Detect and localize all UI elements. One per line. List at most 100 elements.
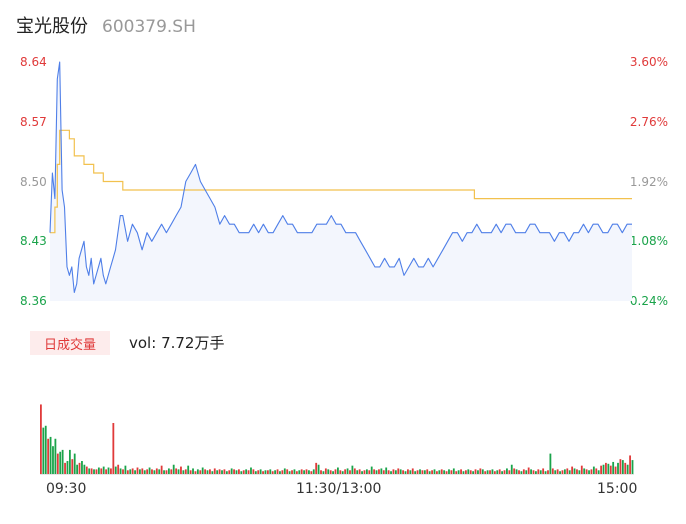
volume-bar <box>578 470 581 474</box>
volume-bar <box>551 468 554 474</box>
volume-bar <box>585 469 588 474</box>
volume-bar <box>221 470 223 474</box>
volume-bar <box>305 469 308 474</box>
volume-bar <box>532 470 535 474</box>
volume-bar <box>303 470 306 474</box>
volume-bar <box>218 469 221 474</box>
volume-bar <box>612 461 615 474</box>
volume-bar <box>129 469 132 474</box>
volume-bar <box>211 471 214 474</box>
volume-bar <box>549 453 552 474</box>
volume-bar <box>291 470 293 474</box>
volume-bar <box>199 470 202 474</box>
volume-bar <box>380 468 383 474</box>
volume-bar <box>607 463 610 474</box>
volume-bar <box>508 470 511 474</box>
volume-bar <box>194 471 197 474</box>
volume-bar <box>583 468 586 474</box>
volume-bar <box>320 470 322 474</box>
volume-bar <box>143 470 146 474</box>
volume-bar <box>392 469 395 474</box>
volume-bar <box>571 466 574 474</box>
volume-bar <box>351 465 354 474</box>
volume-bar <box>315 462 318 474</box>
volume-bar <box>445 471 448 474</box>
volume-bar <box>600 465 603 474</box>
volume-bar <box>42 427 45 474</box>
volume-bar <box>421 470 424 474</box>
volume-bar <box>588 470 590 474</box>
volume-bar <box>332 471 334 474</box>
volume-bar <box>269 469 272 474</box>
volume-bar <box>460 469 462 474</box>
volume-bar <box>537 469 540 474</box>
volume-tab[interactable]: 日成交量 <box>30 331 110 355</box>
volume-bar <box>609 465 612 474</box>
volume-bar <box>419 469 421 474</box>
volume-bar <box>172 464 175 474</box>
volume-bar <box>373 469 376 474</box>
volume-bar <box>141 468 144 474</box>
volume-bar <box>337 467 339 474</box>
volume-bar <box>597 470 600 474</box>
volume-bar <box>300 469 303 474</box>
volume-bar <box>457 470 460 474</box>
volume-bar <box>518 470 520 474</box>
volume-bar <box>375 470 378 474</box>
x-tick-open: 09:30 <box>46 481 87 497</box>
volume-bar <box>515 469 518 474</box>
volume-bar <box>448 469 450 474</box>
volume-bar <box>411 468 414 474</box>
volume-bar <box>365 469 368 474</box>
volume-bar <box>440 469 443 474</box>
volume-bar <box>192 468 194 474</box>
volume-bar <box>146 469 149 474</box>
volume-bar <box>134 470 136 474</box>
volume-bar <box>175 468 178 474</box>
volume-bar <box>631 460 634 474</box>
volume-bar <box>436 471 438 474</box>
volume-bar <box>525 470 528 474</box>
volume-bar <box>264 470 267 474</box>
volume-bar <box>416 470 419 474</box>
volume-bar <box>250 467 252 474</box>
x-tick-midday: 11:30/13:00 <box>296 481 382 497</box>
volume-bar <box>397 468 400 474</box>
volume-bar <box>155 468 158 474</box>
volume-bar <box>206 470 209 474</box>
volume-bar <box>81 461 83 474</box>
volume-bar <box>298 470 301 474</box>
volume-bar <box>474 469 477 474</box>
volume-bar <box>288 471 291 474</box>
volume-bar <box>629 455 631 474</box>
volume-bar <box>595 468 598 474</box>
volume-bar <box>295 471 298 474</box>
volume-bar <box>356 470 359 474</box>
volume-bar <box>361 471 363 474</box>
volume-readout: vol: 7.72万手 <box>129 332 224 353</box>
volume-bar <box>479 468 482 474</box>
volume-bar <box>247 470 250 474</box>
volume-bar <box>281 470 284 474</box>
volume-bar <box>452 468 455 474</box>
volume-bar <box>95 469 98 474</box>
volume-bar <box>170 469 173 474</box>
percent-tick-label: 3.60% <box>629 55 668 69</box>
volume-bar <box>187 465 190 474</box>
volume-bar <box>522 469 525 474</box>
volume-bar <box>180 466 182 474</box>
percent-tick-label: 1.92% <box>629 174 668 189</box>
percent-tick-label: 1.08% <box>629 234 668 249</box>
volume-bar <box>257 470 260 474</box>
volume-bar <box>271 471 274 474</box>
volume-bar <box>605 462 607 474</box>
volume-bar <box>346 468 349 474</box>
volume-bar <box>184 469 187 474</box>
volume-bar <box>245 469 248 474</box>
volume-bar <box>390 471 392 474</box>
volume-bar <box>78 462 81 474</box>
volume-bar <box>59 451 62 474</box>
volume-bar <box>513 468 516 474</box>
volume-bar <box>510 464 513 474</box>
